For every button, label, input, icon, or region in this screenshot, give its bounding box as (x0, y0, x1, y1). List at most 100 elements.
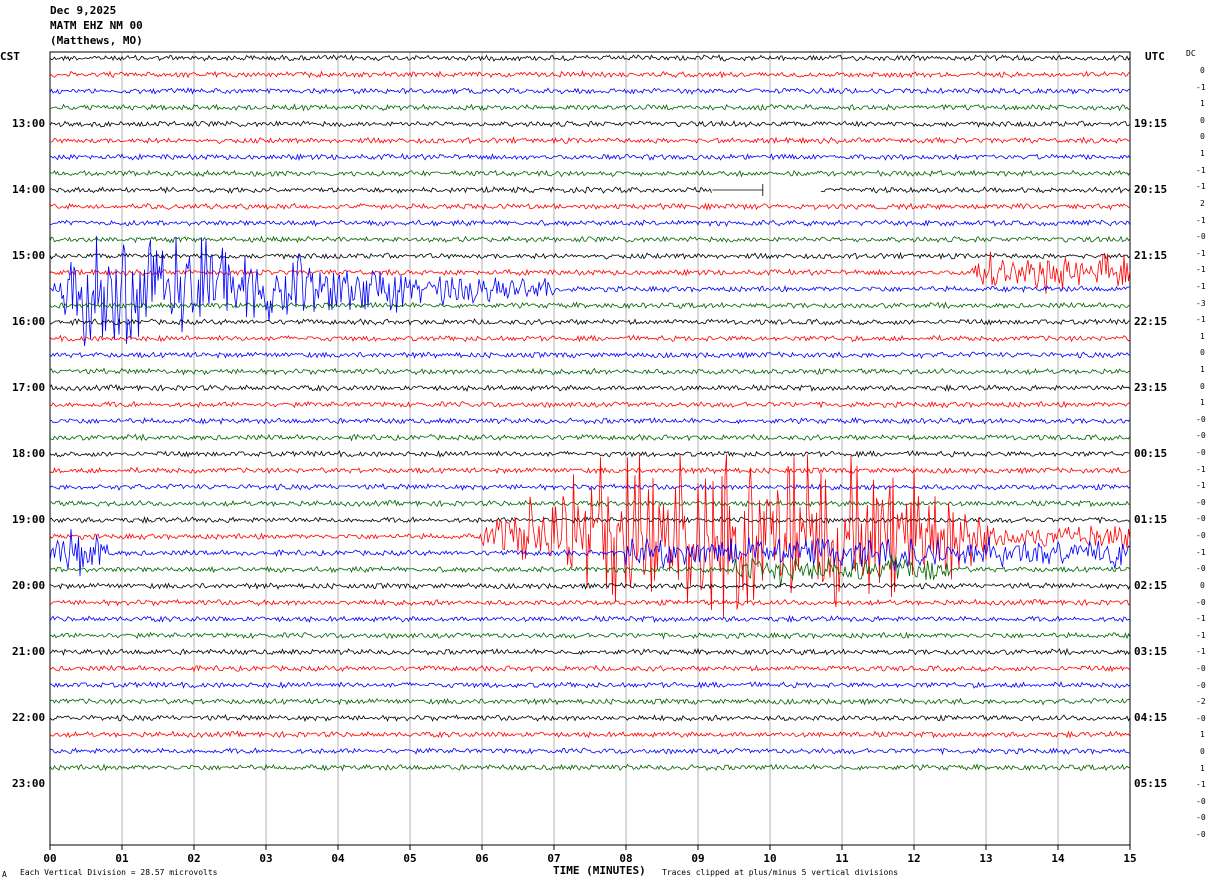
utc-label: 22:15 (1134, 315, 1168, 328)
dc-offset-value: 0 (1200, 381, 1205, 391)
dc-offset-value: -1 (1196, 630, 1206, 640)
x-tick-label: 01 (115, 852, 129, 865)
trace-31 (49, 554, 1131, 588)
x-tick-label: 08 (619, 852, 633, 865)
dc-offset-value: -1 (1196, 614, 1206, 624)
trace-15 (49, 301, 1130, 310)
dc-offset-value: -1 (1196, 82, 1206, 92)
x-tick-label: 00 (43, 852, 57, 865)
header-location: (Matthews, MO) (50, 34, 143, 47)
trace-29 (49, 454, 1131, 619)
dc-offset-value: 1 (1200, 149, 1205, 158)
cst-label: 21:00 (12, 645, 46, 658)
dc-offset-value: -0 (1196, 414, 1206, 424)
trace-11 (49, 235, 1131, 244)
trace-27 (49, 499, 1131, 508)
header-station: MATM EHZ NM 00 (50, 19, 143, 32)
trace-33 (49, 598, 1131, 607)
cst-label: 19:00 (12, 513, 46, 526)
trace-0 (49, 54, 1131, 62)
trace-9 (49, 202, 1131, 212)
cst-label: 22:00 (12, 711, 46, 724)
dc-offset-value: 0 (1200, 66, 1205, 75)
x-tick-label: 06 (475, 852, 489, 865)
trace-19 (49, 367, 1131, 376)
utc-label: 00:15 (1134, 447, 1168, 460)
trace-4 (49, 120, 1131, 128)
trace-37 (49, 664, 1131, 673)
trace-30 (49, 529, 1131, 577)
trace-36 (49, 647, 1131, 656)
dc-offset-value: 0 (1200, 115, 1205, 125)
trace-25 (49, 466, 1131, 475)
utc-label: 05:15 (1134, 777, 1168, 790)
trace-39 (49, 697, 1131, 706)
trace-18 (49, 351, 1131, 360)
trace-10 (49, 219, 1131, 228)
trace-1 (49, 70, 1131, 79)
dc-offset-value: -1 (1196, 780, 1206, 790)
dc-offset-value: -1 (1196, 215, 1206, 225)
dc-offset-value: 1 (1200, 331, 1205, 341)
trace-41 (49, 730, 1131, 739)
trace-28 (49, 515, 1131, 525)
utc-label: 21:15 (1134, 249, 1168, 262)
dc-offset-value: -0 (1196, 597, 1206, 607)
utc-axis-title: UTC (1145, 50, 1165, 63)
x-tick-label: 10 (763, 852, 777, 865)
trace-38 (49, 680, 1131, 690)
dc-offset-value: -0 (1196, 796, 1206, 806)
dc-offset-value: -1 (1196, 315, 1206, 325)
x-tick-label: 05 (403, 852, 417, 865)
utc-label: 02:15 (1134, 579, 1168, 592)
dc-offset-value: -0 (1196, 830, 1206, 839)
dc-offset-value: 2 (1200, 198, 1205, 208)
dc-offset-value: -0 (1196, 663, 1206, 673)
trace-6 (49, 152, 1131, 162)
trace-34 (49, 614, 1131, 624)
dc-title: DC (1186, 49, 1196, 58)
trace-17 (49, 334, 1131, 343)
trace-43 (49, 763, 1131, 772)
dc-offset-value: -0 (1196, 680, 1206, 690)
header-date: Dec 9,2025 (50, 4, 117, 17)
trace-16 (49, 318, 1131, 327)
cst-label: 23:00 (12, 777, 46, 790)
dc-offset-value: 1 (1200, 763, 1205, 773)
cst-label: 13:00 (12, 117, 46, 130)
utc-label: 04:15 (1134, 711, 1168, 724)
trace-2 (49, 87, 1131, 95)
x-tick-label: 09 (691, 852, 705, 865)
dc-offset-value: -1 (1196, 547, 1206, 557)
x-tick-label: 11 (835, 852, 849, 865)
cst-label: 17:00 (12, 381, 46, 394)
dc-offset-value: -1 (1196, 481, 1206, 491)
dc-offset-value: -1 (1196, 182, 1206, 192)
dc-offset-value: -0 (1196, 431, 1206, 441)
footer-mark: A (2, 870, 7, 879)
dc-offset-value: 0 (1200, 747, 1205, 756)
dc-offset-value: -0 (1196, 531, 1206, 540)
dc-offset-value: 1 (1200, 398, 1205, 408)
trace-24 (49, 450, 1131, 459)
dc-offset-value: -1 (1196, 165, 1206, 175)
trace-7 (49, 169, 1131, 178)
x-tick-label: 14 (1051, 852, 1065, 865)
trace-32 (49, 581, 1131, 591)
dc-offset-value: -0 (1196, 497, 1206, 507)
utc-label: 20:15 (1134, 183, 1168, 196)
dc-offset-value: -3 (1196, 298, 1206, 308)
trace-21 (49, 400, 1131, 409)
trace-26 (49, 482, 1131, 492)
trace-20 (49, 383, 1131, 393)
cst-label: 15:00 (12, 249, 46, 262)
dc-offset-value: -1 (1196, 464, 1206, 474)
cst-label: 16:00 (12, 315, 46, 328)
dc-offset-value: 1 (1200, 365, 1205, 374)
trace-42 (49, 747, 1131, 756)
dc-offset-value: -2 (1196, 697, 1206, 707)
dc-offset-value: -1 (1196, 281, 1206, 291)
x-tick-label: 04 (331, 852, 345, 865)
plot-frame (49, 51, 1131, 846)
trace-40 (49, 713, 1131, 723)
